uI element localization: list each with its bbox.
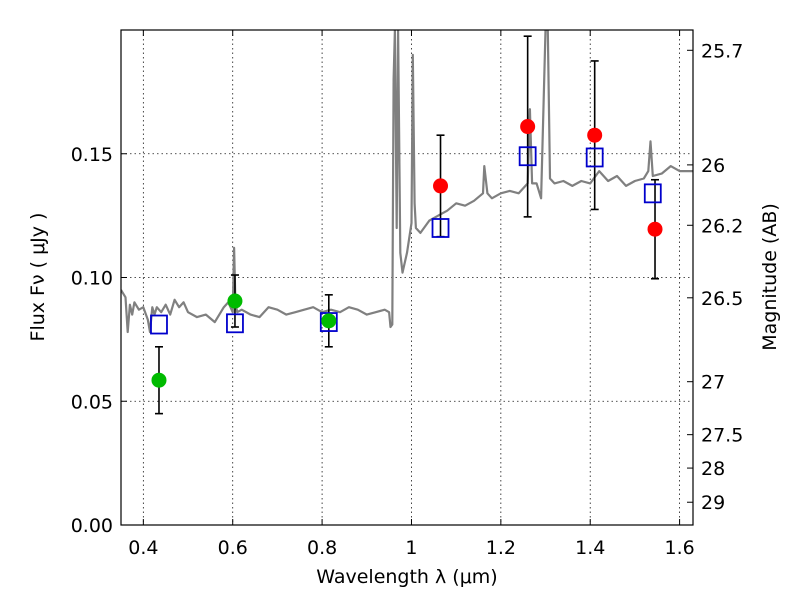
observed-point-red [520,119,536,135]
observed-point-green [227,293,243,309]
model-spectrum-line [121,30,693,334]
x-axis-label: Wavelength λ (μm) [316,566,497,588]
x-tick-label: 1 [405,537,417,559]
right-tick-label: 29 [701,492,725,514]
y-tick-label: 0.05 [71,391,113,413]
plot-area [121,30,693,415]
observed-point-green [321,313,337,329]
model-flux-square [585,147,604,168]
right-axis-label: Magnitude (AB) [759,203,781,351]
right-tick-label: 27 [701,372,725,394]
model-flux-square [319,312,338,332]
y-tick-label: 0.10 [71,268,113,290]
y-axis-label: Flux Fν ( μJy ) [27,213,49,342]
right-tick-label: 25.7 [701,40,743,62]
right-tick-label: 26 [701,155,725,177]
x-tick-label: 1.6 [664,537,694,559]
model-flux-square [518,146,537,167]
x-tick-label: 0.6 [218,537,248,559]
observed-point-red [433,178,449,194]
right-tick-label: 26.5 [701,288,743,310]
model-flux-square [643,183,662,204]
y-tick-label: 0.00 [71,515,113,537]
right-tick-label: 28 [701,458,725,480]
axis-ticks: 0.4 0.6 0.8 1 1.2 1.4 1.6 0.00 0.05 0.10 0.15 25.7 2… [71,30,743,559]
model-flux-square [226,313,244,334]
model-flux-square [431,218,450,238]
right-tick-label: 27.5 [701,425,743,447]
model-flux-square [150,314,168,335]
observed-point-red [587,127,603,143]
grid-lines [121,30,693,526]
x-tick-label: 0.8 [307,537,337,559]
x-tick-label: 1.2 [486,537,516,559]
x-tick-label: 0.4 [128,537,158,559]
observed-point-red [647,221,663,237]
y-tick-label: 0.15 [71,144,113,166]
observed-point-green [151,372,167,388]
x-tick-label: 1.4 [575,537,605,559]
right-tick-label: 26.2 [701,215,743,237]
